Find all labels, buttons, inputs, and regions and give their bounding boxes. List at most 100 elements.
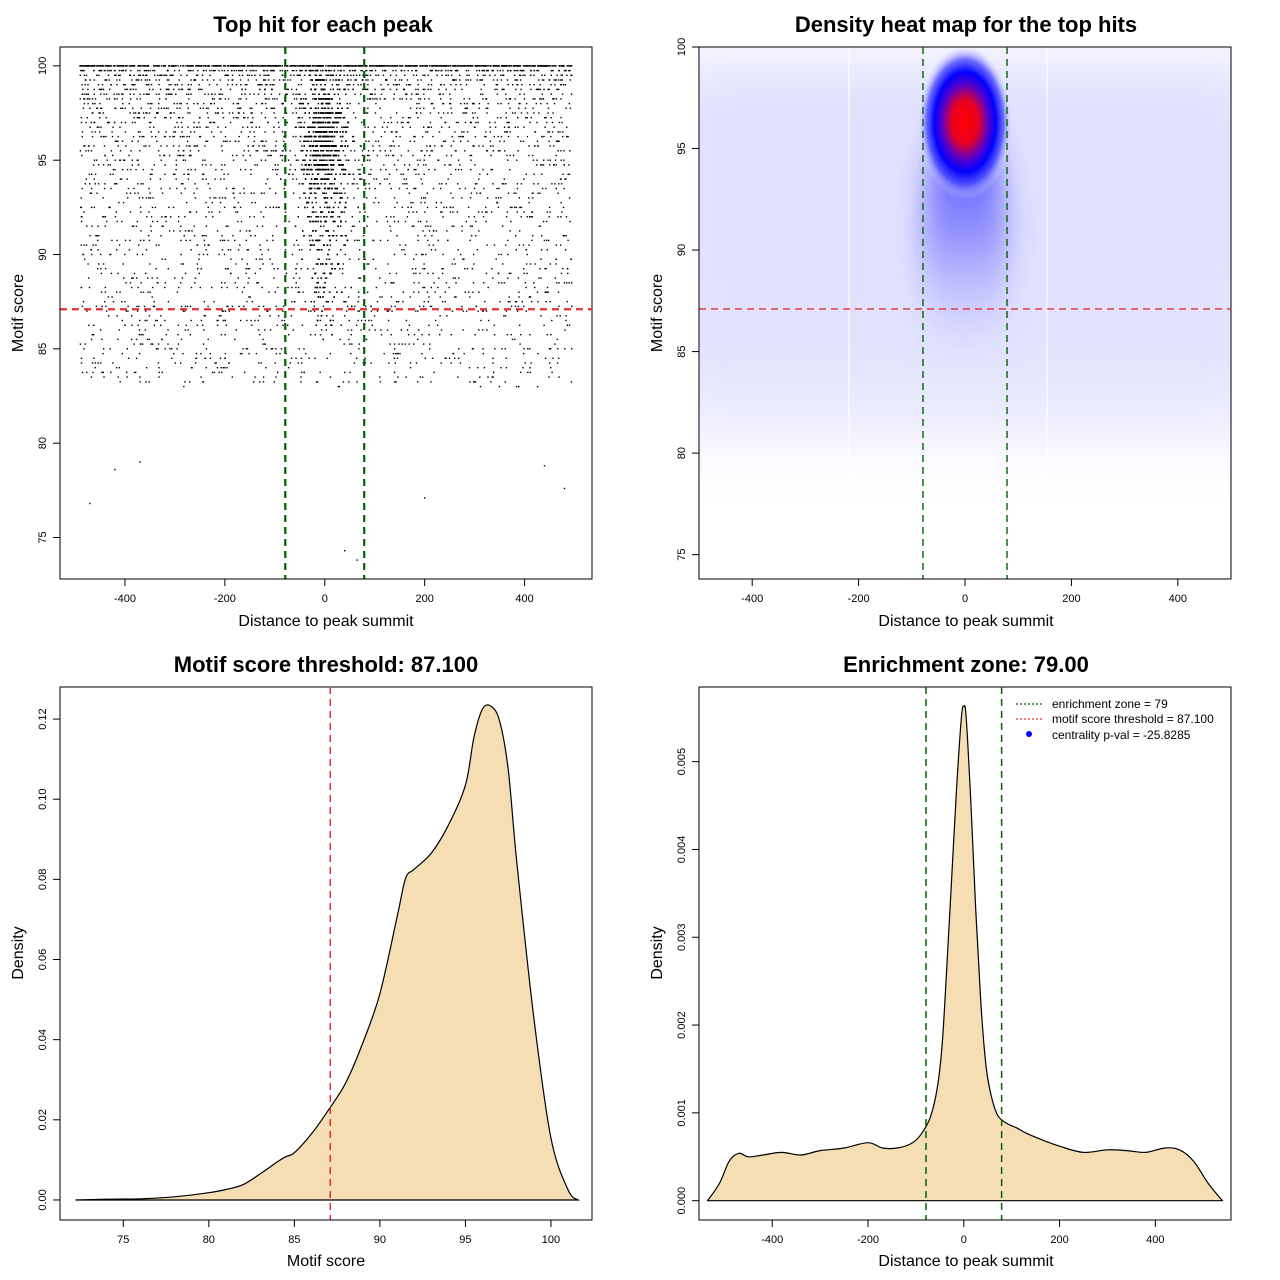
data-point: [205, 107, 208, 109]
data-point: [156, 140, 158, 142]
data-point: [199, 286, 201, 289]
data-point: [384, 282, 387, 284]
data-point: [406, 93, 408, 95]
data-point: [131, 121, 134, 124]
data-point: [85, 121, 87, 124]
data-point: [100, 107, 103, 109]
data-point: [353, 362, 356, 364]
data-point: [339, 225, 342, 227]
data-point: [169, 135, 171, 138]
data-point: [525, 286, 527, 289]
data-point: [458, 135, 460, 138]
data-point: [192, 69, 194, 72]
data-point: [388, 183, 391, 185]
data-point: [507, 277, 509, 279]
data-point: [453, 65, 456, 67]
data-point: [271, 69, 273, 72]
data-point: [122, 93, 124, 95]
data-point: [164, 216, 166, 218]
data-point: [419, 98, 422, 100]
data-point: [176, 107, 178, 109]
data-point: [131, 277, 133, 279]
data-point: [524, 107, 527, 109]
data-point: [274, 164, 276, 166]
data-point: [501, 183, 504, 185]
data-point: [485, 107, 488, 109]
data-point: [399, 65, 401, 67]
data-point: [455, 150, 457, 152]
data-point: [302, 159, 304, 161]
data-point: [545, 65, 548, 67]
data-point: [216, 112, 219, 114]
data-point: [541, 235, 543, 237]
data-point: [503, 282, 506, 284]
data-point: [391, 282, 393, 284]
data-point: [518, 65, 520, 67]
data-point: [277, 168, 279, 171]
data-point: [184, 159, 186, 161]
data-point: [182, 263, 185, 265]
data-point: [430, 286, 432, 289]
data-point: [210, 102, 212, 105]
data-point: [550, 117, 552, 119]
data-point: [209, 69, 211, 72]
data-point: [213, 301, 215, 303]
data-point: [556, 282, 558, 284]
data-point: [532, 107, 534, 109]
data-point: [398, 84, 400, 86]
data-point: [208, 211, 210, 213]
data-point: [389, 225, 391, 227]
data-point: [250, 112, 252, 114]
data-point: [285, 150, 287, 152]
data-point: [232, 79, 234, 81]
data-point: [397, 352, 399, 355]
data-point: [284, 79, 286, 81]
data-point: [289, 362, 292, 364]
data-point: [251, 107, 253, 109]
data-point: [344, 206, 346, 209]
data-point: [297, 159, 299, 161]
data-point: [407, 117, 410, 119]
data-point: [429, 225, 432, 227]
data-point: [411, 268, 414, 270]
data-point: [291, 253, 294, 256]
data-point: [417, 338, 419, 341]
data-point: [441, 69, 443, 72]
data-point: [520, 334, 522, 336]
data-point: [358, 310, 361, 312]
data-point: [450, 362, 452, 364]
data-point: [187, 84, 190, 86]
data-point: [356, 381, 358, 383]
data-point: [129, 192, 132, 194]
data-point: [164, 286, 166, 289]
data-point: [193, 102, 195, 105]
data-point: [361, 154, 364, 157]
data-point: [352, 135, 355, 138]
data-point: [167, 88, 170, 91]
data-point: [492, 277, 494, 279]
data-point: [354, 65, 356, 67]
data-point: [432, 187, 435, 190]
data-point: [347, 183, 349, 185]
data-point: [515, 206, 518, 209]
data-point: [563, 69, 566, 72]
data-point: [81, 84, 83, 86]
data-point: [417, 239, 419, 242]
data-point: [507, 301, 509, 303]
data-point: [438, 88, 440, 91]
data-point: [139, 74, 142, 76]
data-point: [99, 88, 102, 91]
data-point: [462, 65, 465, 67]
data-point: [164, 117, 166, 119]
data-point: [90, 192, 93, 194]
data-point: [139, 150, 141, 152]
data-point: [184, 230, 187, 232]
data-point: [266, 310, 268, 312]
data-point: [518, 102, 520, 105]
data-point: [504, 131, 506, 133]
data-point: [440, 211, 442, 213]
data-point: [220, 367, 222, 369]
data-point: [445, 357, 447, 359]
data-point: [358, 258, 360, 260]
data-point: [136, 159, 138, 161]
